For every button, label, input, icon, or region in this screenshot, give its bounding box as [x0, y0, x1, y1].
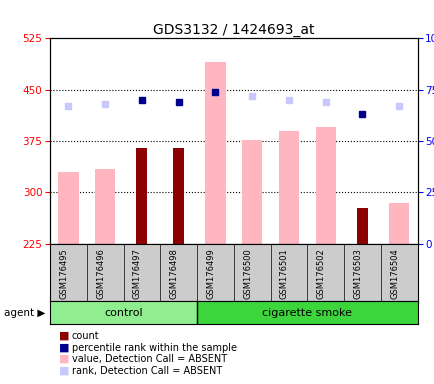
Bar	[356, 207, 367, 244]
Bar	[278, 131, 298, 244]
Text: GSM176497: GSM176497	[133, 248, 141, 299]
Text: GSM176499: GSM176499	[206, 248, 215, 299]
Bar	[95, 169, 115, 244]
Bar	[173, 148, 184, 244]
Text: GSM176504: GSM176504	[389, 248, 398, 299]
Text: ■: ■	[59, 343, 69, 353]
Text: percentile rank within the sample: percentile rank within the sample	[72, 343, 236, 353]
Title: GDS3132 / 1424693_at: GDS3132 / 1424693_at	[153, 23, 314, 37]
Text: GSM176503: GSM176503	[353, 248, 362, 299]
Text: GSM176501: GSM176501	[279, 248, 288, 299]
Text: GSM176498: GSM176498	[169, 248, 178, 299]
Bar	[242, 140, 262, 244]
Text: agent ▶: agent ▶	[4, 308, 46, 318]
Bar	[197, 301, 417, 324]
Text: GSM176500: GSM176500	[243, 248, 252, 299]
Text: ■: ■	[59, 366, 69, 376]
Text: GSM176495: GSM176495	[59, 248, 68, 299]
Text: GSM176496: GSM176496	[96, 248, 105, 299]
Text: control: control	[104, 308, 142, 318]
Text: count: count	[72, 331, 99, 341]
Text: ■: ■	[59, 354, 69, 364]
Text: value, Detection Call = ABSENT: value, Detection Call = ABSENT	[72, 354, 227, 364]
Bar	[50, 301, 197, 324]
Text: cigarette smoke: cigarette smoke	[262, 308, 352, 318]
Bar	[315, 127, 335, 244]
Bar	[388, 203, 408, 244]
Text: ■: ■	[59, 331, 69, 341]
Text: rank, Detection Call = ABSENT: rank, Detection Call = ABSENT	[72, 366, 221, 376]
Text: GSM176502: GSM176502	[316, 248, 325, 299]
Bar	[58, 172, 78, 244]
Bar	[205, 62, 225, 244]
Bar	[136, 148, 147, 244]
